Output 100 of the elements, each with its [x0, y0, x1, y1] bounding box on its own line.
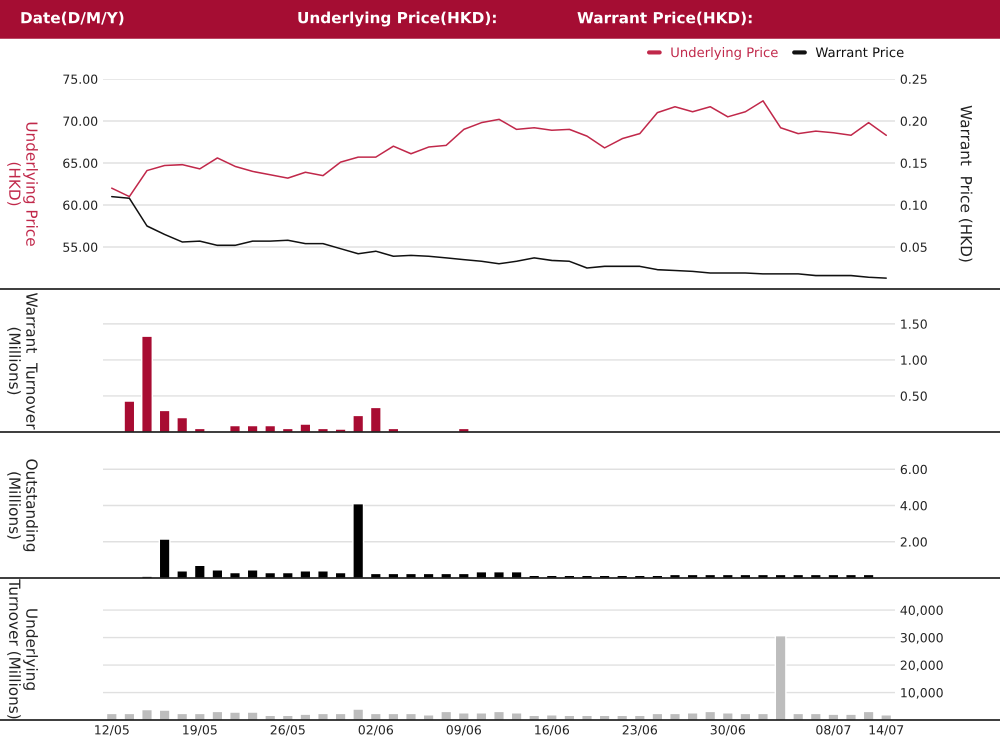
bar — [370, 712, 382, 720]
bar — [546, 714, 558, 720]
x-tick-label: 30/06 — [710, 725, 746, 736]
bar — [458, 712, 470, 720]
bar — [581, 714, 593, 720]
bar — [880, 714, 892, 720]
legend-label: Underlying Price — [671, 47, 778, 60]
legend-label: Warrant Price — [816, 47, 904, 58]
bar — [194, 428, 206, 432]
bar — [493, 710, 505, 720]
bar — [475, 712, 488, 720]
bar — [334, 712, 347, 720]
bar — [194, 712, 206, 720]
x-tick-label: 08/07 — [816, 725, 850, 736]
line-series — [111, 196, 887, 279]
bar — [317, 428, 329, 432]
bar — [510, 712, 523, 720]
bar — [422, 714, 435, 720]
y-axis-title: Underlying Price (HKD) — [7, 122, 38, 246]
bar — [405, 712, 417, 720]
y2-tick-label: 0.10 — [900, 200, 927, 210]
x-tick-label: 16/06 — [535, 725, 570, 736]
bar — [282, 428, 294, 432]
bar — [317, 712, 329, 720]
bar — [686, 712, 699, 720]
bar — [458, 428, 470, 432]
line-series — [111, 100, 887, 198]
y-tick-label: 30,000 — [900, 633, 943, 644]
bar — [264, 424, 276, 432]
y-tick-label: 20,000 — [900, 660, 943, 672]
bar — [352, 708, 364, 720]
y-axis-title: Outstanding (Millions) — [7, 459, 38, 552]
x-tick-label: 12/05 — [95, 725, 129, 736]
bar — [757, 712, 769, 720]
bar — [774, 634, 787, 720]
bar — [264, 714, 276, 720]
y-tick-label: 60.00 — [63, 200, 98, 210]
bar — [739, 712, 752, 720]
bar — [141, 335, 153, 432]
y-tick-label: 70.00 — [63, 116, 98, 126]
bar — [299, 714, 312, 720]
bar — [370, 406, 382, 432]
bar — [176, 712, 188, 720]
y-tick-label: 1.50 — [901, 319, 927, 329]
x-tick-label: 09/06 — [446, 725, 482, 736]
bar — [158, 709, 171, 720]
y-tick-label: 40,000 — [900, 606, 943, 616]
bar — [387, 712, 400, 720]
x-tick-label: 02/06 — [358, 725, 394, 736]
bar — [123, 400, 136, 432]
y-tick-label: 4.00 — [900, 500, 927, 510]
bar — [722, 712, 734, 720]
bar — [158, 410, 171, 432]
bar — [211, 710, 224, 720]
bar — [123, 712, 136, 720]
y-tick-label: 1.00 — [901, 355, 927, 365]
bar — [810, 712, 822, 720]
bar — [106, 712, 118, 720]
y-axis-title: Underlying Turnover (Millions) — [7, 579, 38, 718]
y2-tick-label: 0.20 — [900, 116, 927, 126]
x-tick-label: 23/06 — [622, 725, 658, 736]
y-tick-label: 0.50 — [900, 391, 927, 401]
y-axis-title: Warrant Turnover (Millions) — [7, 293, 38, 430]
y2-tick-label: 0.15 — [900, 158, 927, 168]
bar — [669, 712, 681, 720]
bar — [827, 714, 840, 720]
bar — [704, 710, 716, 720]
y-tick-label: 65.00 — [63, 158, 98, 168]
x-tick-label: 19/05 — [183, 725, 217, 736]
text: Date(D/M/Y) — [21, 12, 124, 26]
bar — [282, 714, 294, 720]
bar — [176, 416, 188, 432]
y2-tick-label: 0.05 — [900, 242, 927, 252]
x-tick-label: 26/05 — [270, 725, 305, 736]
bar — [387, 428, 400, 432]
y-tick-label: 2.00 — [900, 537, 927, 547]
bar — [845, 714, 857, 720]
bar — [229, 711, 241, 720]
bar — [862, 710, 875, 720]
bar — [141, 708, 153, 720]
text: Warrant Price(HKD): — [577, 12, 752, 26]
y-tick-label: 6.00 — [900, 464, 927, 474]
text: Underlying Price(HKD): — [298, 12, 496, 26]
bar — [634, 714, 646, 720]
y-tick-label: 10,000 — [901, 688, 943, 699]
bar — [229, 424, 241, 432]
y2-axis-title: Warrant Price (HKD) — [958, 106, 972, 262]
x-tick-label: 14/07 — [870, 725, 904, 736]
bar — [352, 414, 364, 432]
bar — [440, 710, 452, 720]
bar — [563, 714, 576, 720]
bar — [246, 711, 259, 720]
bar — [528, 714, 540, 720]
y2-tick-label: 0.25 — [900, 74, 927, 84]
bar — [651, 712, 664, 720]
y-tick-label: 75.00 — [63, 74, 98, 84]
bar — [299, 423, 312, 432]
bar — [598, 714, 611, 720]
bar — [616, 714, 628, 720]
bar — [246, 424, 259, 432]
